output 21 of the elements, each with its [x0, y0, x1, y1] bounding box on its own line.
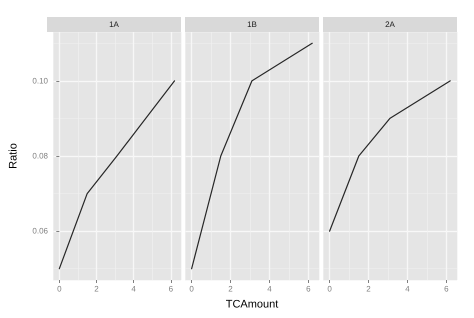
chart-title: 1B	[185, 17, 319, 32]
y-tick-label: 0.10	[32, 76, 49, 86]
x-tick-label: 6	[168, 284, 174, 294]
x-tick-label: 4	[131, 284, 136, 294]
x-tick-label: 4	[267, 284, 272, 294]
chart-title: 1A	[47, 17, 181, 32]
y-tick-label: 0.08	[32, 152, 49, 160]
y-tick-label: 0.06	[32, 226, 49, 236]
x-tick-label: 2	[94, 284, 100, 294]
x-axis-title: TCAmount	[226, 298, 278, 310]
x-tick-label: 0	[327, 284, 332, 294]
x-tick-label: 6	[444, 284, 450, 294]
x-tick-label: 4	[405, 284, 410, 294]
x-tick-label: 0	[57, 284, 62, 294]
x-tick-label: 2	[228, 284, 234, 294]
line-series	[58, 80, 176, 270]
x-tick-label: 2	[366, 284, 372, 294]
x-tick-label: 6	[306, 284, 312, 294]
chart-title: 2A	[323, 17, 457, 32]
x-tick-label: 0	[189, 284, 194, 294]
y-axis-title: Ratio	[8, 143, 20, 169]
